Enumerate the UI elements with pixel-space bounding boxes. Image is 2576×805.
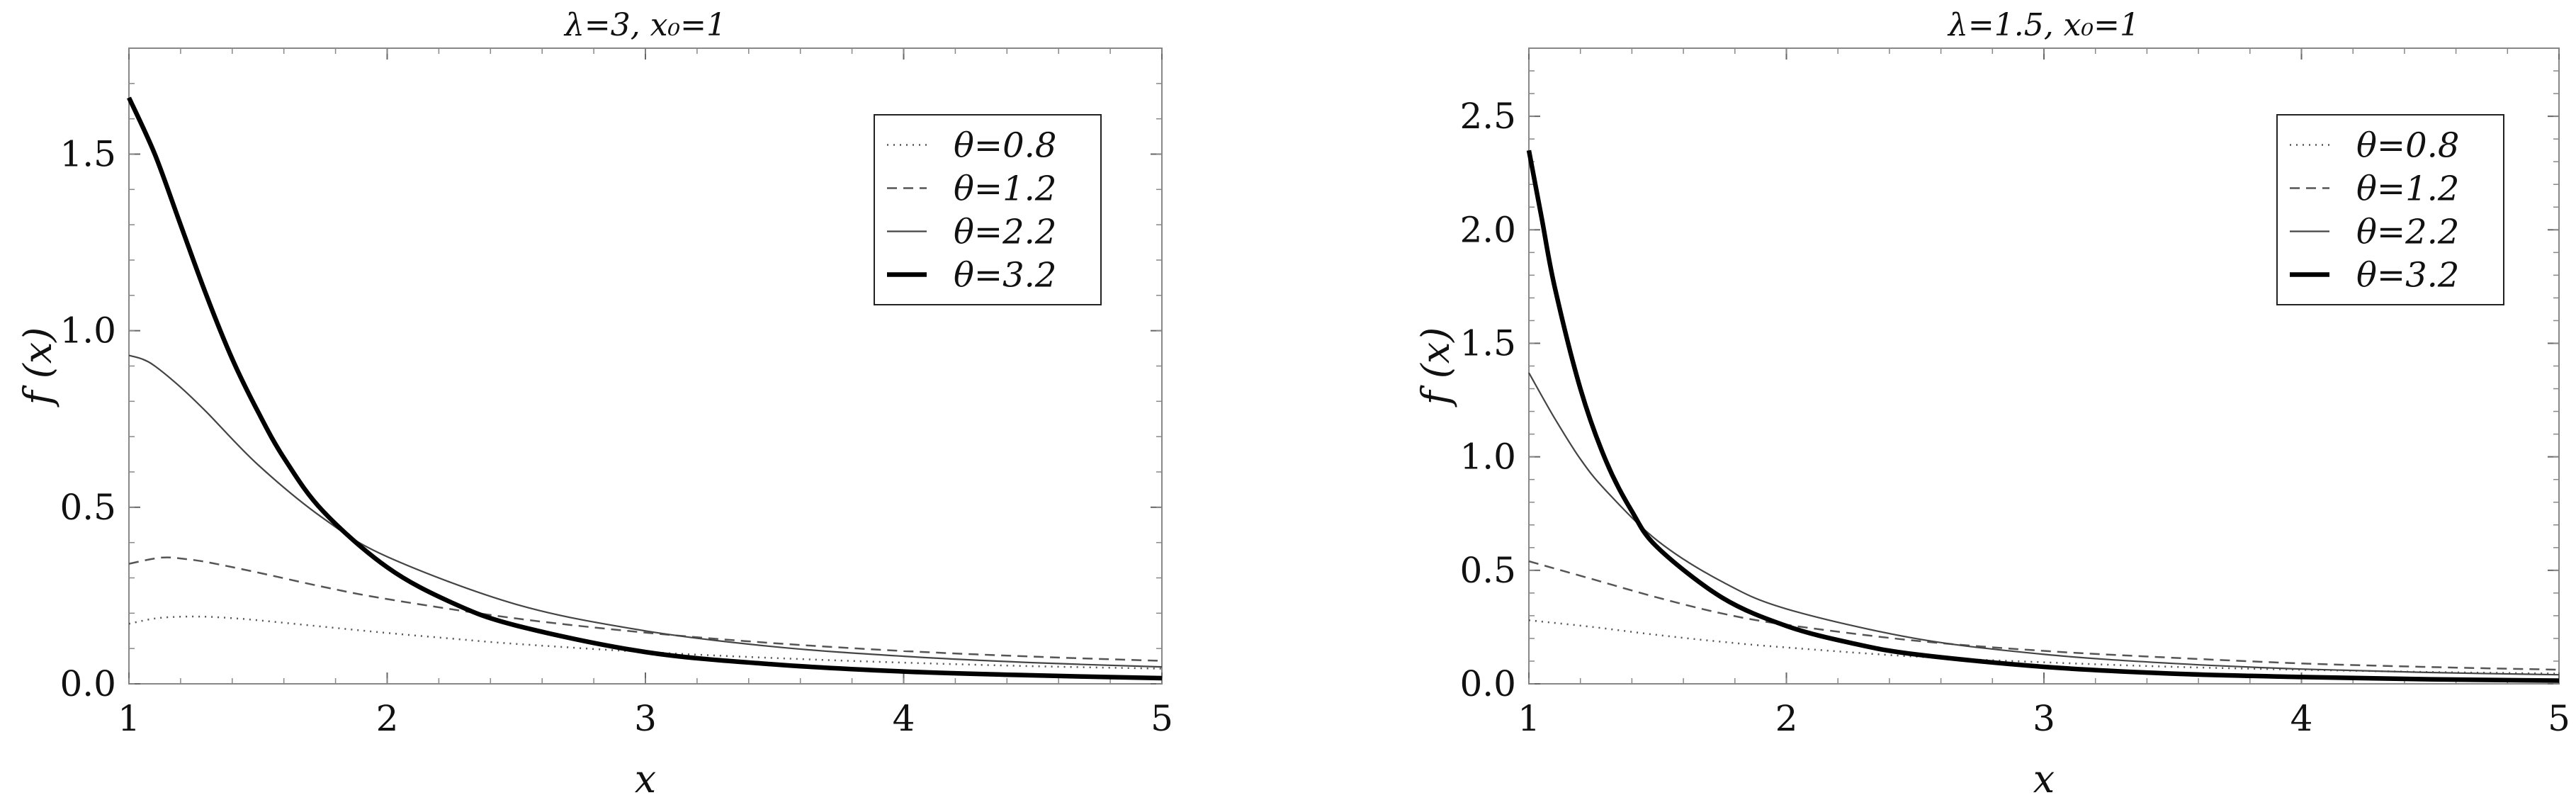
y-tick-label: 0.5 [1459,550,1516,591]
y-tick-group: 0.0 0.5 1.0 1.5 [60,47,1162,704]
legend: θ=0.8θ=1.2 θ=2.2 θ=3.2 [874,114,1102,305]
y-tick-label: 1.0 [60,310,116,351]
series-group [127,96,1163,681]
chart-title: λ=1.5, x₀=1 [1947,7,2140,43]
x-tick-label: 5 [2548,698,2570,739]
x-tick-label: 4 [2290,698,2313,739]
chart-title: λ=3, x₀=1 [563,7,726,43]
legend: θ=0.8θ=1.2 θ=2.2 θ=3.2 [2276,114,2504,305]
legend-label: θ=2.2 [954,213,1056,252]
legend-label: θ=1.2 [2356,169,2459,209]
y-tick-label: 0.5 [60,487,116,528]
legend-label: θ=0.8 [2356,126,2459,166]
series-group [1526,150,2560,683]
y-tick-label: 2.0 [1459,209,1516,250]
y-tick-label: 0.0 [1459,663,1516,704]
legend-label: θ=3.2 [954,256,1056,295]
series-line-2 [1528,560,2560,671]
x-tick-label: 1 [1518,698,1540,739]
legend-label: θ=2.2 [2356,213,2459,252]
x-tick-label: 3 [634,698,657,739]
legend-label: θ=1.2 [954,169,1056,209]
y-tick-label: 1.5 [1459,322,1516,364]
series-line-4 [127,96,1163,681]
y-axis-label: f (x) [1413,327,1458,408]
series-line-3 [1528,372,2560,676]
x-tick-label: 2 [1775,698,1798,739]
y-tick-label: 1.0 [1459,437,1516,478]
y-tick-label: 1.5 [60,134,116,175]
chart-left: λ=3, x₀=1 0.0 0.5 1.0 1.5 1 2 3 4 5 x f (x) θ=0… [16,7,1173,801]
y-tick-label: 0.0 [60,663,116,704]
x-tick-label: 1 [118,698,140,739]
series-line-4 [1526,150,2560,683]
x-axis-label: x [2033,757,2055,801]
chart-right: λ=1.5, x₀=1 0.0 0.5 1.0 1.5 2.0 2.5 1 2 3 4 5 x f… [1413,7,2570,801]
x-axis-label: x [635,757,656,801]
y-axis-label: f (x) [16,327,60,408]
x-tick-label: 4 [893,698,915,739]
y-tick-group: 0.0 0.5 1.0 1.5 2.0 2.5 [1459,47,2559,704]
x-tick-label: 2 [376,698,399,739]
series-line-2 [128,556,1163,662]
legend-label: θ=0.8 [954,126,1056,166]
y-tick-label: 2.5 [1459,96,1516,137]
legend-label: θ=3.2 [2356,256,2459,295]
x-tick-label: 5 [1151,698,1173,739]
x-tick-label: 3 [2033,698,2055,739]
series-line-3 [128,354,1163,668]
